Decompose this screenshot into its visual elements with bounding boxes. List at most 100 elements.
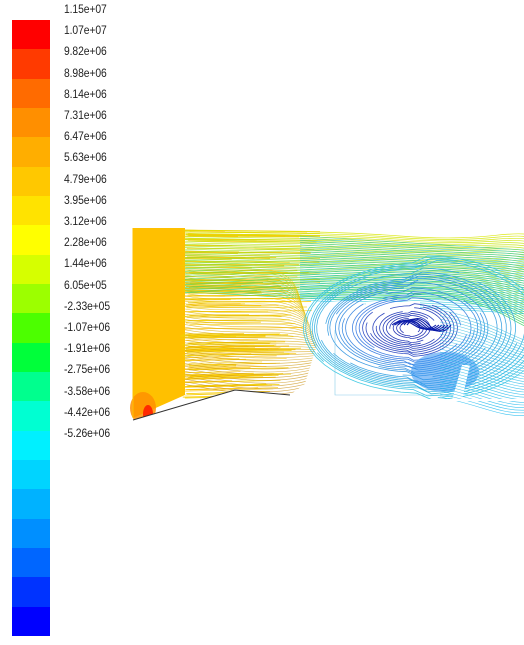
streamline [299, 288, 524, 304]
streamline [439, 354, 524, 380]
streamline [183, 314, 292, 317]
colorbar-segment [12, 196, 50, 226]
streamline [184, 282, 304, 309]
streamline [184, 358, 323, 367]
streamline [184, 342, 319, 351]
streamline [184, 256, 524, 275]
streamline [184, 231, 524, 240]
streamline [439, 351, 524, 377]
vortex-line [327, 277, 498, 378]
streamline [439, 381, 524, 403]
streamline [184, 347, 321, 356]
streamline [184, 345, 320, 353]
streamline [439, 375, 524, 398]
colorbar-label: 3.12e+06 [64, 214, 107, 228]
streamline [439, 369, 524, 393]
colorbar-label: 1.07e+07 [64, 23, 107, 38]
streamline [184, 232, 524, 242]
vortex-line [303, 255, 524, 401]
colorbar-segment [12, 49, 50, 80]
streamline [189, 374, 271, 378]
vortex-line [389, 315, 431, 341]
streamline [439, 342, 524, 369]
streamline [184, 264, 524, 287]
streamline [184, 332, 317, 343]
colorbar-segment [12, 548, 50, 578]
streamline [439, 339, 524, 367]
streamline [439, 309, 524, 341]
colorbar-segment [12, 225, 50, 256]
colorbar-segment [12, 430, 50, 461]
streamline [439, 393, 524, 414]
streamline [184, 239, 524, 249]
streamline [299, 270, 524, 286]
streamline [299, 262, 524, 277]
blade-left [300, 302, 365, 400]
vortex-line [375, 307, 445, 349]
streamline [299, 275, 524, 290]
streamline [183, 260, 320, 263]
colorbar-label: 2.28e+06 [64, 235, 107, 250]
streamline [299, 244, 524, 260]
colorbar-label: -1.91e+06 [64, 341, 110, 356]
streamline [188, 335, 266, 338]
streamline [184, 311, 311, 329]
streamline [184, 252, 524, 268]
streamline [188, 361, 263, 364]
colorbar-segment [12, 577, 50, 608]
vortex-line [334, 287, 486, 373]
streamline [184, 355, 323, 364]
colorbar-label: 9.82e+06 [64, 44, 107, 59]
vortex-core [400, 318, 446, 332]
streamline [439, 324, 524, 354]
streamline [439, 315, 524, 346]
vortex-line [333, 271, 512, 385]
streamline [184, 352, 322, 361]
streamline [189, 365, 237, 368]
streamline [184, 277, 303, 306]
colorbar-segment [12, 78, 50, 109]
streamline [184, 313, 312, 331]
colorbar-segment [12, 460, 50, 490]
streamline [184, 240, 524, 251]
streamline [439, 312, 524, 343]
blade-cap [365, 302, 420, 315]
streamline [184, 250, 524, 265]
streamline [299, 286, 524, 301]
colorbar-segment [12, 254, 50, 285]
trailing-fin [452, 365, 470, 400]
vortex-line [379, 311, 435, 347]
colorbar-segment [12, 166, 50, 197]
colorbar-label: -3.58e+06 [64, 383, 110, 398]
colorbar-segment [12, 401, 50, 432]
colorbar-label: 4.79e+06 [64, 171, 107, 186]
streamline [299, 251, 524, 266]
streamline [439, 363, 524, 388]
streamline [184, 339, 319, 349]
streamline [181, 319, 290, 322]
colorbar [12, 20, 50, 637]
vortex-core [397, 319, 443, 331]
streamline [184, 368, 228, 370]
streamline [184, 287, 305, 313]
colorbar-label: 1.44e+06 [64, 256, 107, 271]
streamline [184, 234, 524, 244]
streamline [439, 390, 524, 411]
streamline [184, 329, 316, 342]
streamline [184, 269, 524, 294]
streamline [299, 264, 524, 279]
streamline [184, 272, 301, 302]
streamline [188, 345, 247, 348]
streamline [439, 336, 524, 364]
vortex-line [317, 260, 524, 397]
vortex-line [382, 311, 435, 345]
streamline [299, 266, 524, 282]
streamline [439, 384, 524, 406]
streamline [439, 333, 524, 362]
streamline [184, 326, 315, 340]
streamline [187, 373, 284, 376]
streamline [439, 321, 524, 351]
colorbar-label: 7.31e+06 [64, 108, 107, 122]
